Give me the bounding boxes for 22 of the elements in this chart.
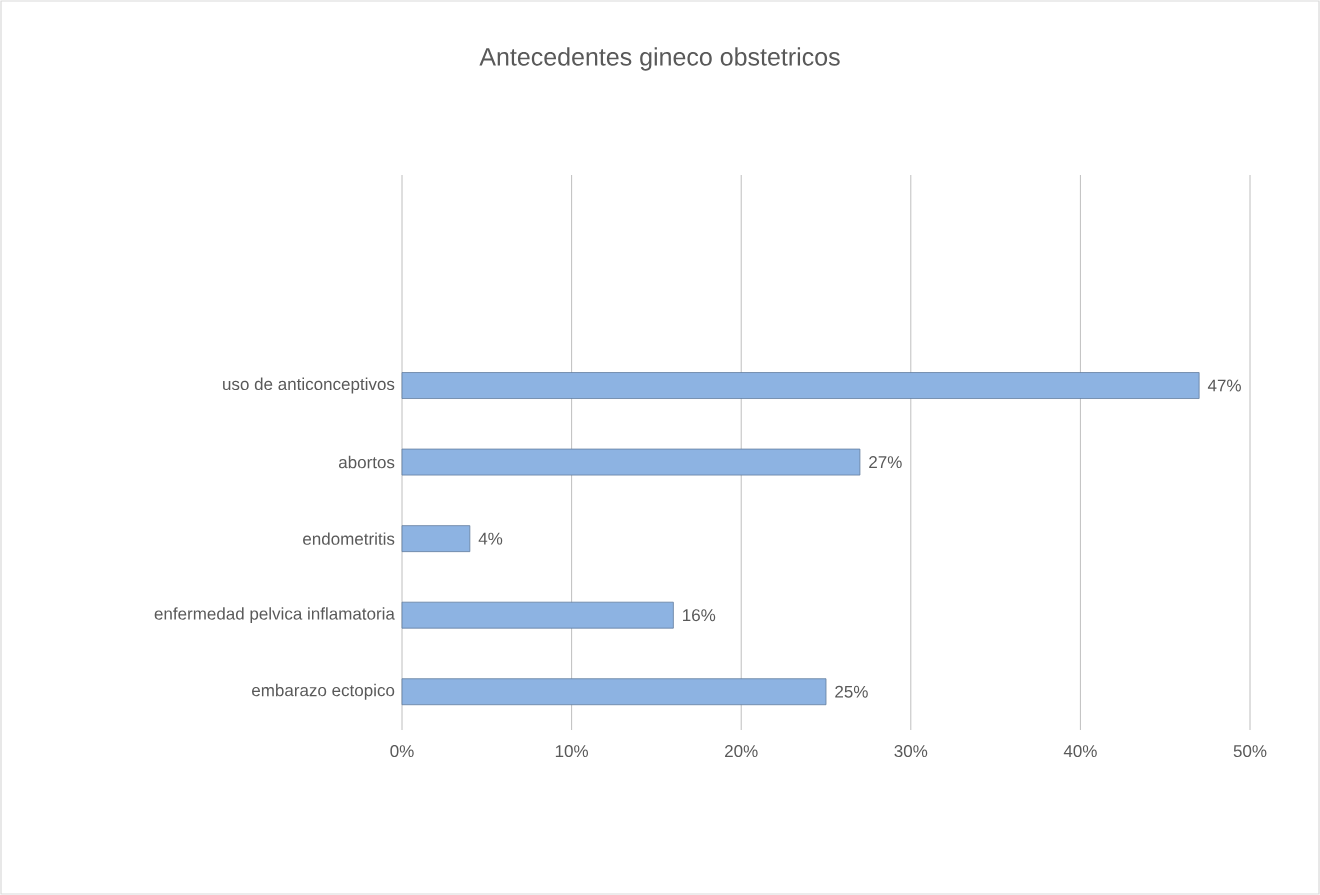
x-tick-label: 10% [555,745,589,758]
x-tick-label: 30% [894,745,928,758]
x-tick-label: 50% [1233,745,1267,758]
y-tick-label: endometritis [303,532,395,545]
bar [401,525,471,553]
x-tick-label: 40% [1063,745,1097,758]
bar [401,372,1200,399]
y-tick-label: embarazo ectopico [252,683,395,700]
chart-title: Antecedentes gineco obstetricos [479,47,840,71]
data-label: 16% [683,609,716,622]
bar [401,601,674,629]
bar [401,448,861,476]
y-tick-label: uso de anticonceptivos [223,377,395,394]
data-label: 25% [835,685,868,698]
x-tick-label: 20% [725,745,758,758]
y-tick-label: enfermedad pelvica inflamatoria [154,607,395,624]
data-label: 4% [478,532,503,545]
x-tick-label: 0% [390,745,414,758]
y-tick-label: abortos [338,455,395,469]
data-label: 47% [1207,379,1241,392]
bar [401,678,827,706]
data-label: 27% [869,456,902,469]
